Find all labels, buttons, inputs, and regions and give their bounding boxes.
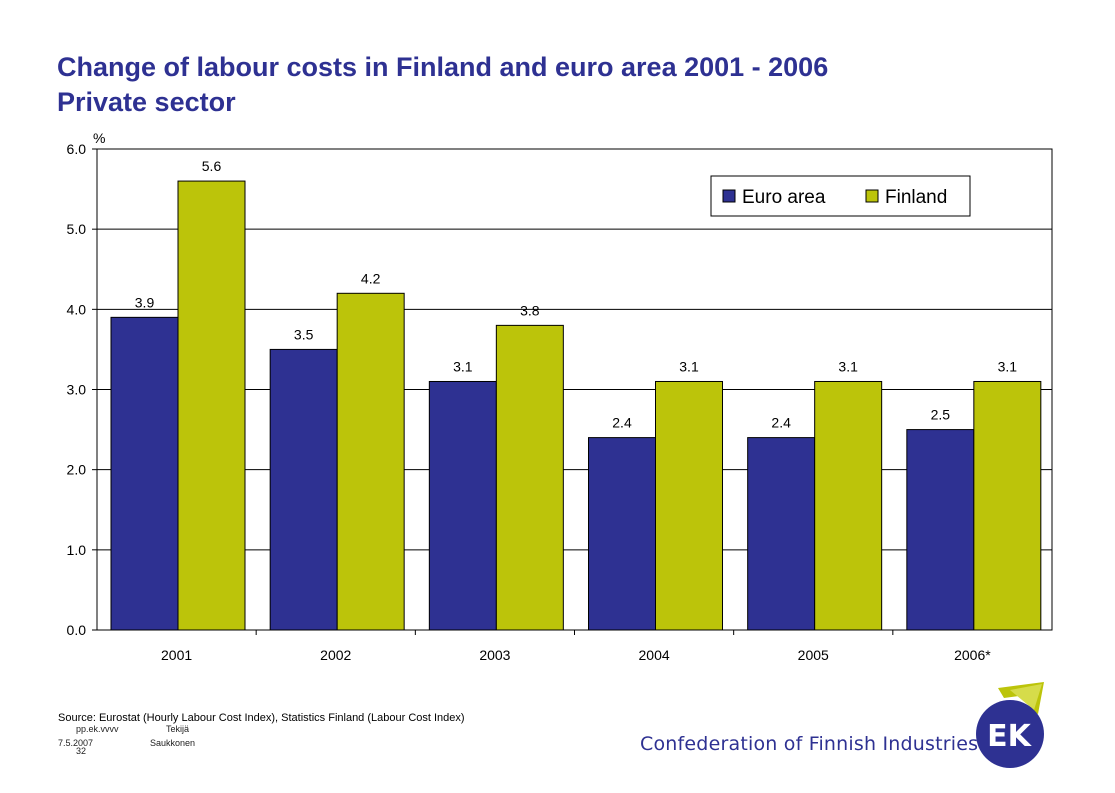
- bar-finland: [655, 380, 723, 631]
- footer-author-first: Tekijä: [166, 724, 190, 734]
- bar-finland: [336, 292, 405, 631]
- bar-euro-area: [588, 437, 656, 631]
- y-tick-label: 3.0: [67, 382, 87, 398]
- page-number: 32: [76, 746, 87, 756]
- bar-euro-area: [428, 380, 497, 631]
- x-tick-label: 2003: [479, 647, 510, 663]
- svg-text:EK: EK: [987, 719, 1032, 754]
- y-tick-label: 0.0: [67, 622, 87, 638]
- bar-finland: [495, 324, 564, 631]
- bar-finland: [177, 180, 246, 631]
- y-tick-label: 2.0: [67, 462, 87, 478]
- chart-title: Change of labour costs in Finland and eu…: [57, 50, 828, 120]
- legend-swatch-euro-area: [722, 189, 736, 203]
- title-line-1: Change of labour costs in Finland and eu…: [57, 52, 829, 82]
- y-tick-label: 4.0: [67, 301, 87, 317]
- organization-name: Confederation of Finnish Industries: [640, 733, 979, 755]
- data-label-euro-area: 3.1: [453, 358, 473, 374]
- footer-author-last: Saukkonen: [150, 738, 196, 748]
- data-label-finland: 3.1: [679, 358, 699, 374]
- y-axis-label: %: [93, 130, 105, 146]
- x-tick-label: 2002: [320, 647, 351, 663]
- legend-label-euro-area: Euro area: [742, 187, 826, 208]
- footer-date: 7.5.2007: [58, 738, 94, 748]
- y-tick-label: 6.0: [67, 141, 87, 157]
- data-label-euro-area: 3.9: [135, 294, 155, 310]
- ek-logo: EK: [976, 682, 1044, 768]
- bar-euro-area: [110, 316, 179, 631]
- data-label-finland: 3.1: [838, 358, 858, 374]
- bar-euro-area: [747, 437, 816, 631]
- x-tick-label: 2004: [639, 647, 670, 663]
- x-tick-label: 2001: [161, 647, 192, 663]
- bar-finland: [814, 380, 883, 631]
- data-label-finland: 3.1: [998, 358, 1018, 374]
- x-tick-label: 2005: [798, 647, 829, 663]
- source-note: Source: Eurostat (Hourly Labour Cost Ind…: [58, 712, 465, 724]
- footer-code: pp.ek.vvvv: [76, 724, 119, 734]
- data-label-finland: 4.2: [361, 270, 381, 286]
- legend-label-finland: Finland: [885, 187, 947, 208]
- data-label-finland: 5.6: [202, 158, 222, 174]
- bar-finland: [973, 380, 1042, 631]
- bar-chart: 0.0 1.0 2.0 3.0 4.0 5.0 6.0% 3.9 5.6 2001 3.5 4.2 20…: [67, 130, 1053, 663]
- data-label-euro-area: 2.4: [771, 415, 791, 431]
- y-tick-label: 5.0: [67, 221, 87, 237]
- y-tick-label: 1.0: [67, 542, 87, 558]
- legend-swatch-finland: [865, 189, 879, 203]
- data-label-finland: 3.8: [520, 302, 540, 318]
- data-label-euro-area: 3.5: [294, 326, 314, 342]
- legend: [710, 175, 971, 217]
- bar-euro-area: [906, 429, 975, 631]
- data-label-euro-area: 2.4: [612, 415, 632, 431]
- x-tick-label: 2006*: [954, 647, 991, 663]
- title-line-2: Private sector: [57, 87, 236, 117]
- bar-euro-area: [269, 348, 338, 631]
- data-label-euro-area: 2.5: [931, 407, 951, 423]
